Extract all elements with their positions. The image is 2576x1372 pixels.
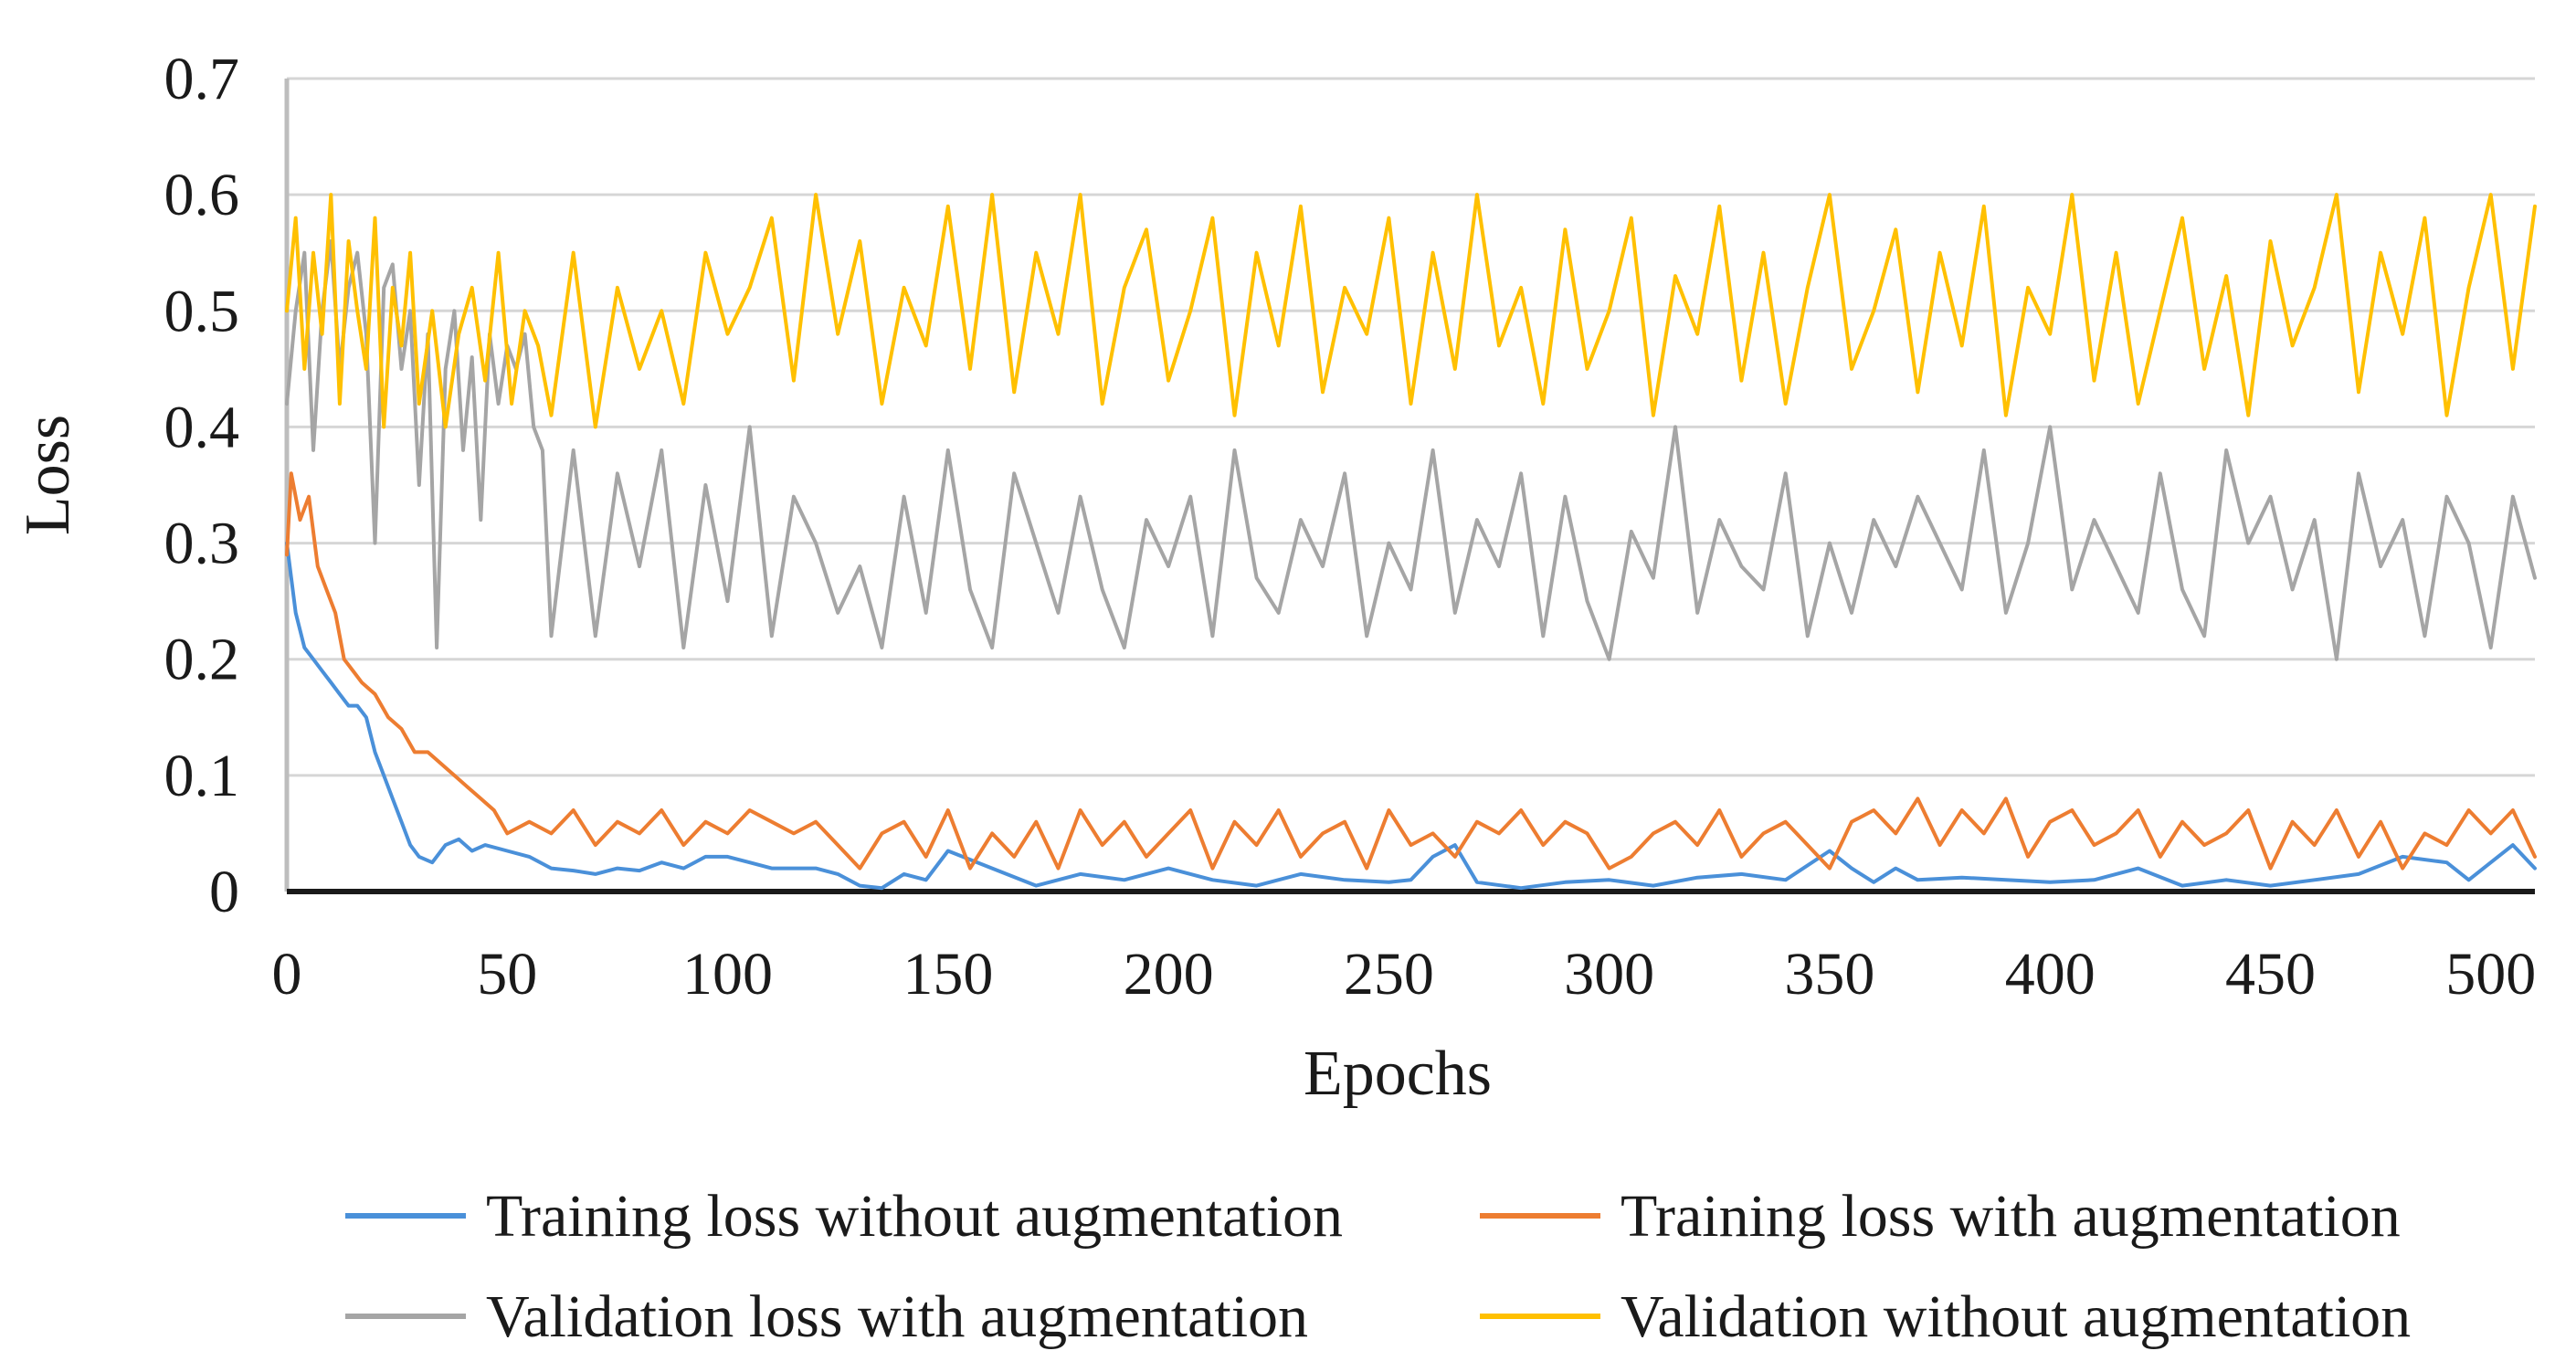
x-tick-label: 250 [1344,941,1434,1008]
y-tick-label: 0.3 [164,511,240,577]
y-tick-label: 0.4 [164,394,240,460]
legend-label-training-no-aug: Training loss without augmentation [486,1183,1343,1250]
gridlines [287,77,2535,777]
series-line-1 [285,471,2537,871]
tick-labels: 0 0.1 0.2 0.3 0.4 0.5 0.6 0.7 0 50 100 150 200 250 300… [164,46,2537,1008]
y-tick-label: 0.5 [164,278,240,344]
y-tick-label: 0.7 [164,46,240,112]
x-tick-label: 100 [682,941,773,1008]
x-tick-label: 0 [272,941,302,1008]
legend-label-validation-no-aug: Validation without augmentation [1621,1283,2411,1350]
y-axis-title: Loss [13,415,83,535]
legend: Training loss without augmentation Train… [345,1183,2411,1350]
x-tick-label: 350 [1784,941,1874,1008]
y-tick-label: 0.2 [164,627,240,693]
series-line-3 [285,193,2537,429]
x-axis-title: Epochs [1304,1039,1492,1109]
x-tick-label: 500 [2445,941,2536,1008]
x-tick-label: 450 [2225,941,2316,1008]
x-tick-label: 200 [1124,941,1214,1008]
x-tick-label: 50 [477,941,537,1008]
x-tick-label: 150 [903,941,993,1008]
series-line-0 [285,541,2537,891]
axes [284,79,2535,894]
series-lines [285,193,2537,891]
legend-label-training-aug: Training loss with augmentation [1621,1183,2401,1250]
x-tick-label: 300 [1564,941,1654,1008]
y-tick-label: 0 [209,859,239,925]
series-line-2 [285,239,2537,661]
legend-label-validation-aug: Validation loss with augmentation [486,1283,1308,1350]
y-tick-label: 0.6 [164,162,240,228]
x-tick-label: 400 [2005,941,2096,1008]
y-tick-label: 0.1 [164,743,240,809]
